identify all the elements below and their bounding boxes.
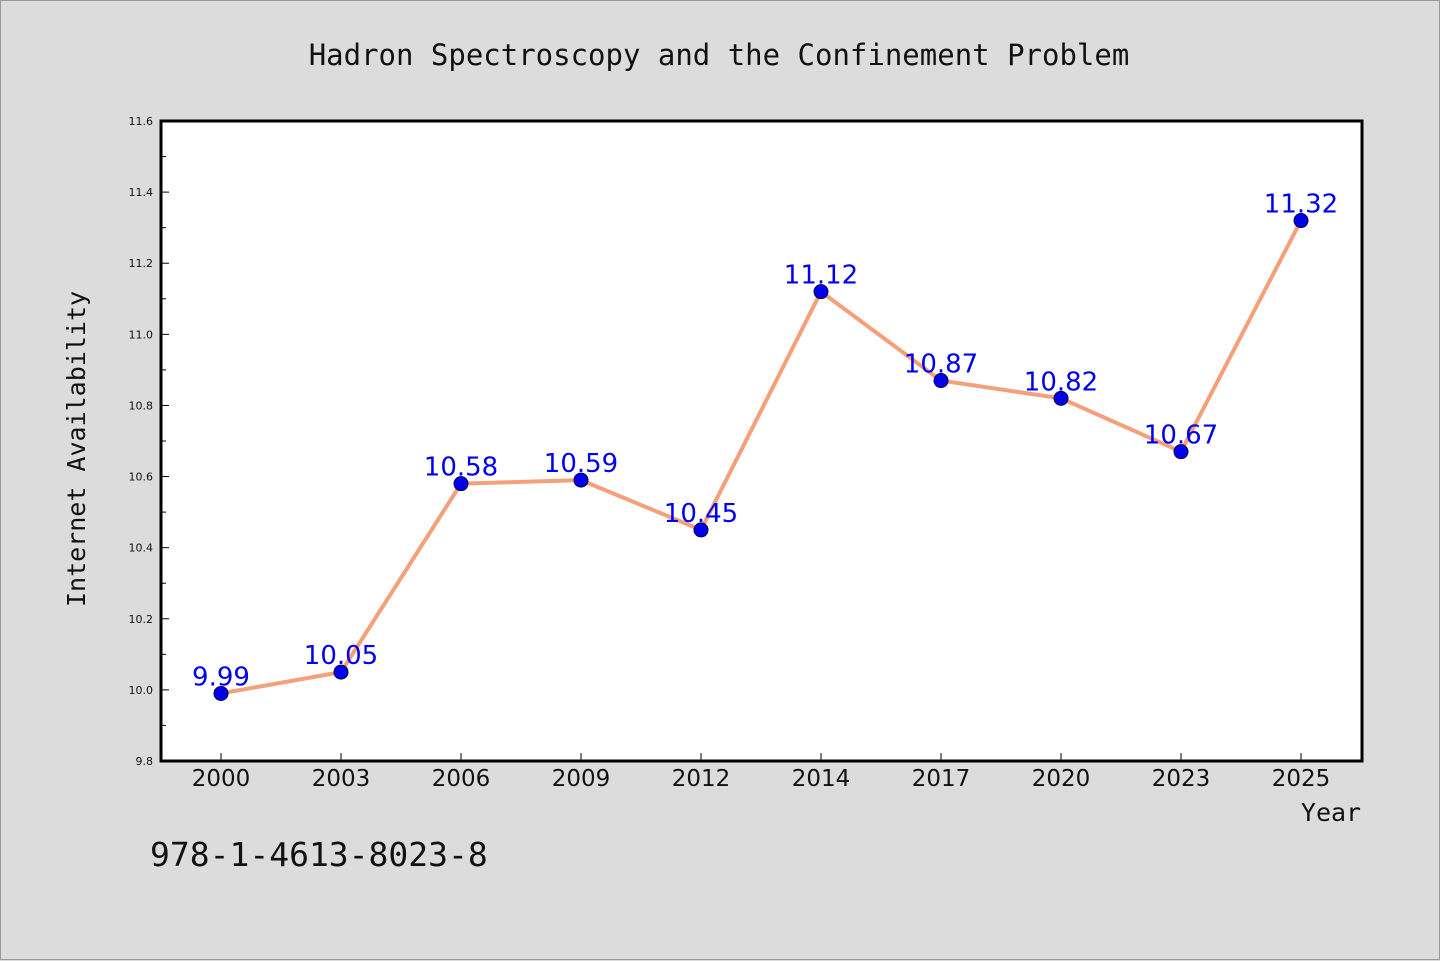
chart-title: Hadron Spectroscopy and the Confinement … <box>309 38 1130 72</box>
x-tick-label: 2017 <box>912 766 971 792</box>
data-point <box>1053 390 1069 406</box>
y-tick-label: 10.0 <box>129 684 154 697</box>
y-axis-ticks: 9.8 10.0 10.2 10.4 10.6 10.8 11.0 11.2 11.4 11.6 <box>129 115 169 768</box>
x-tick-label: 2014 <box>792 766 851 792</box>
data-point <box>213 685 229 701</box>
data-label: 10.58 <box>424 453 498 483</box>
y-tick-label: 9.8 <box>136 755 154 768</box>
isbn-text: 978-1-4613-8023-8 <box>150 835 488 874</box>
x-axis-ticks: 2000 2003 2006 2009 2012 2014 2017 2020 2023 2025 <box>192 753 1331 792</box>
data-points <box>213 213 1309 701</box>
y-tick-label: 10.6 <box>129 471 154 484</box>
x-tick-label: 2012 <box>672 766 731 792</box>
x-tick-label: 2006 <box>432 766 491 792</box>
data-label: 9.99 <box>192 662 250 692</box>
data-point <box>573 472 589 488</box>
data-label: 11.12 <box>784 261 858 291</box>
data-labels: 9.99 10.05 10.58 10.59 10.45 11.12 10.87 10.82 1… <box>192 190 1338 693</box>
y-tick-label: 10.2 <box>129 613 154 626</box>
x-tick-label: 2025 <box>1272 766 1331 792</box>
x-axis-title: Year <box>1301 798 1361 827</box>
data-point <box>333 664 349 680</box>
data-point <box>693 522 709 538</box>
data-label: 10.59 <box>544 449 618 479</box>
data-point <box>1173 444 1189 460</box>
x-tick-label: 2003 <box>312 766 371 792</box>
data-label: 10.67 <box>1144 421 1218 451</box>
data-point <box>1293 213 1309 229</box>
x-tick-label: 2023 <box>1152 766 1211 792</box>
data-point <box>453 476 469 492</box>
y-axis-title: Internet Availability <box>62 291 91 607</box>
data-label: 10.87 <box>904 350 978 380</box>
data-label: 10.05 <box>304 641 378 671</box>
y-tick-label: 11.6 <box>129 115 154 128</box>
y-tick-label: 11.2 <box>129 257 154 270</box>
x-tick-label: 2000 <box>192 766 251 792</box>
data-point <box>933 373 949 389</box>
data-label: 10.82 <box>1024 367 1098 397</box>
y-tick-label: 10.4 <box>129 542 154 555</box>
data-label: 11.32 <box>1264 190 1338 220</box>
y-tick-label: 11.4 <box>129 186 154 199</box>
data-point <box>813 284 829 300</box>
y-tick-label: 11.0 <box>129 328 154 341</box>
series-line <box>220 219 1303 696</box>
x-tick-label: 2009 <box>552 766 611 792</box>
y-tick-label: 10.8 <box>129 399 154 412</box>
data-label: 10.45 <box>664 499 738 529</box>
x-tick-label: 2020 <box>1032 766 1091 792</box>
